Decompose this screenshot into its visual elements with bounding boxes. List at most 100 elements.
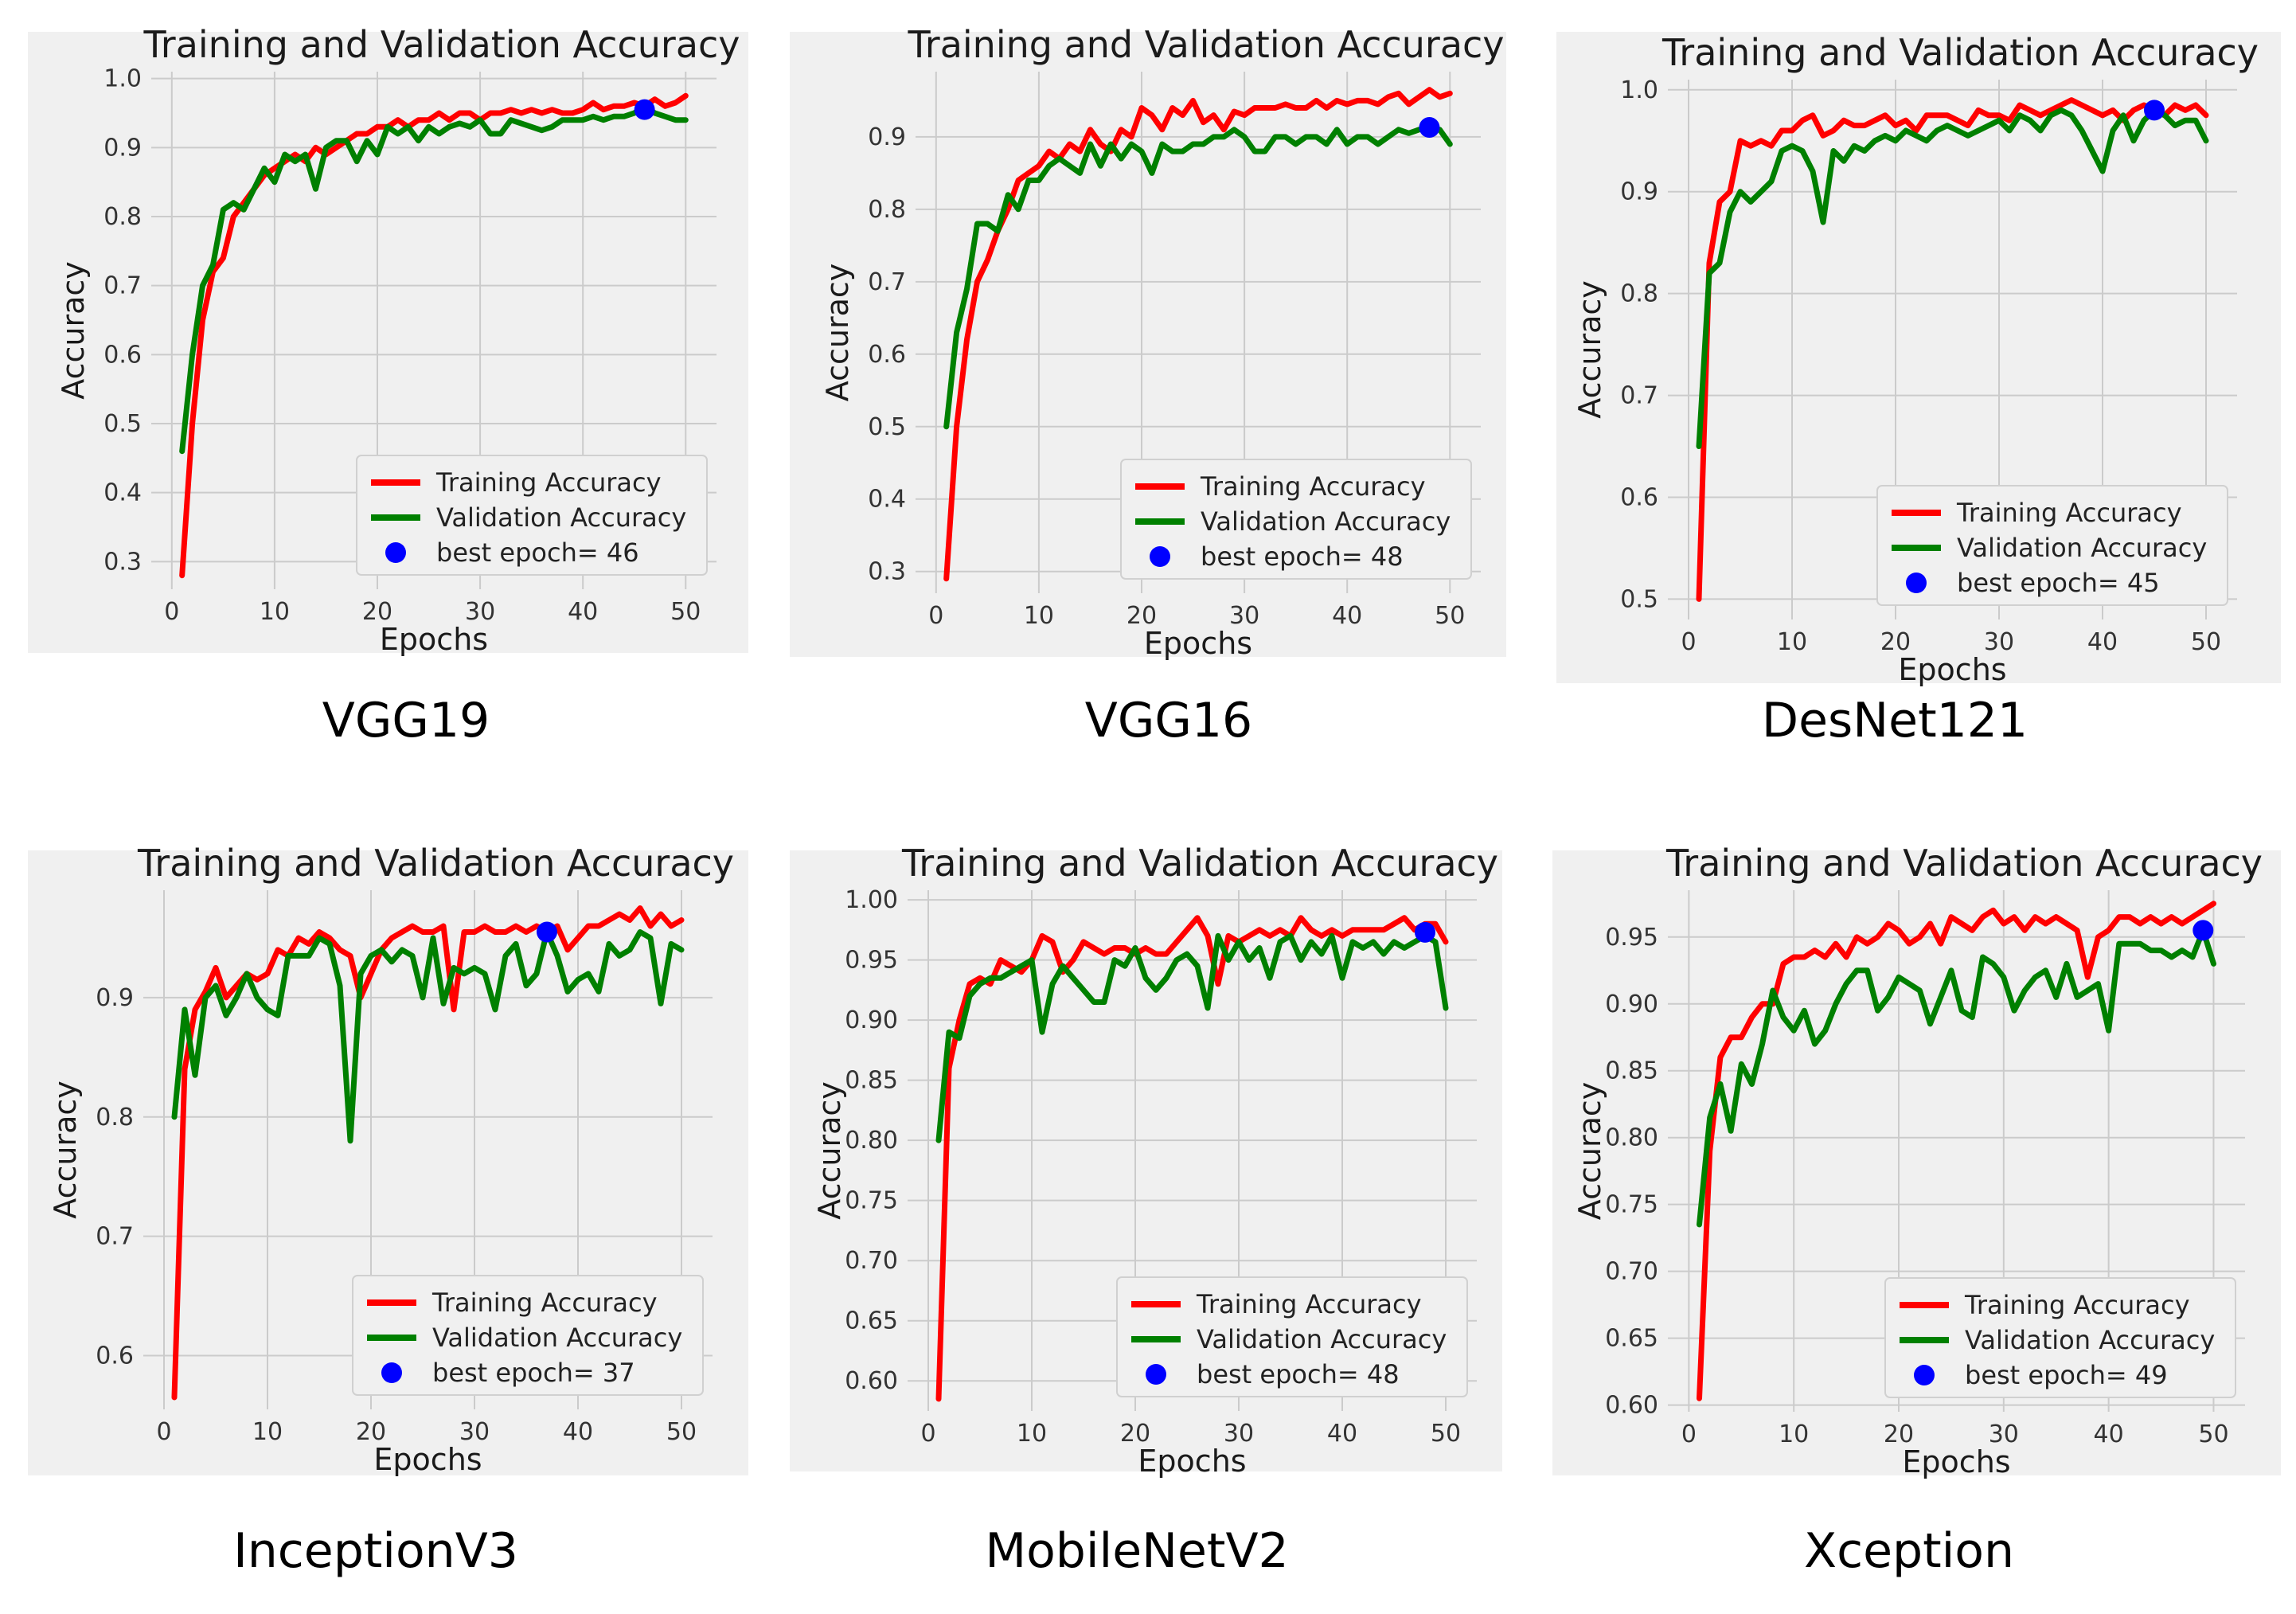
legend-box: [1884, 1277, 2236, 1398]
legend: Training Accuracy Validation Accuracy best…: [1116, 1276, 1468, 1397]
legend-label-validation: Validation Accuracy: [1201, 506, 1451, 537]
y-tick-label: 0.80: [1605, 1124, 1658, 1152]
legend-label-validation: Validation Accuracy: [1965, 1325, 2215, 1355]
y-tick-label: 0.95: [1605, 924, 1658, 952]
y-tick-label: 0.65: [845, 1307, 898, 1335]
y-tick-label: 0.6: [1620, 483, 1658, 511]
legend-swatch-best-epoch: [1914, 1365, 1935, 1385]
y-tick-label: 0.9: [868, 123, 906, 151]
x-tick-label: 0: [920, 1420, 935, 1448]
y-axis-label: Accuracy: [56, 261, 91, 400]
legend-label-validation: Validation Accuracy: [1957, 533, 2207, 563]
y-tick-label: 0.9: [103, 134, 142, 162]
legend: Training Accuracy Validation Accuracy best…: [1884, 1277, 2236, 1398]
legend-box: [1116, 1276, 1468, 1397]
chart-5: 0 10 20 30 40 50 0.60 0.65 0.70 0.75 0.80 0.85 0.90 0…: [1552, 842, 2281, 1479]
legend: Training Accuracy Validation Accuracy best…: [1120, 459, 1472, 580]
y-tick-label: 0.65: [1605, 1325, 1658, 1353]
y-tick-label: 0.7: [868, 268, 906, 296]
best-epoch-marker: [537, 921, 557, 943]
y-tick-label: 0.8: [868, 196, 906, 224]
y-tick-label: 0.90: [845, 1006, 898, 1034]
legend-label-best-epoch: best epoch= 45: [1957, 568, 2160, 598]
y-tick-label: 0.60: [845, 1367, 898, 1395]
y-tick-label: 0.6: [96, 1342, 134, 1370]
y-tick-label: 0.9: [1620, 178, 1658, 206]
legend-label-validation: Validation Accuracy: [436, 502, 686, 533]
x-tick-label: 0: [928, 602, 943, 630]
legend-box: [1876, 485, 2228, 606]
y-tick-label: 0.4: [103, 479, 142, 507]
validation-accuracy-line: [1697, 927, 2216, 1228]
best-epoch-marker: [1415, 921, 1435, 943]
y-tick-label: 0.3: [103, 548, 142, 576]
y-tick-label: 0.80: [845, 1127, 898, 1155]
x-tick-label: 20: [356, 1418, 386, 1446]
legend-box: [352, 1275, 704, 1396]
y-tick-label: 0.7: [103, 272, 142, 300]
x-tick-label: 40: [563, 1418, 593, 1446]
x-tick-label: 40: [2094, 1421, 2124, 1448]
x-tick-label: 30: [1229, 602, 1259, 630]
legend: Training Accuracy Validation Accuracy best…: [356, 455, 708, 576]
legend-label-training: Training Accuracy: [1196, 1289, 1422, 1319]
x-tick-label: 20: [1884, 1421, 1914, 1448]
x-tick-label: 50: [1431, 1420, 1461, 1448]
legend-swatch-best-epoch: [381, 1362, 402, 1383]
legend-label-best-epoch: best epoch= 46: [436, 537, 639, 568]
y-tick-label: 0.60: [1605, 1392, 1658, 1420]
legend-swatch-best-epoch: [1150, 546, 1170, 567]
best-epoch-marker: [2193, 920, 2214, 941]
chart-4: 0 10 20 30 40 50 0.60 0.65 0.70 0.75 0.80 0.85 0.90 0…: [790, 842, 1502, 1479]
chart-title: Training and Validation Accuracy: [137, 842, 734, 885]
validation-accuracy-line: [179, 103, 689, 455]
x-axis-label: Epochs: [380, 622, 488, 657]
x-tick-label: 50: [1435, 602, 1465, 630]
validation-accuracy-line: [1696, 107, 2209, 449]
x-tick-label: 50: [670, 598, 701, 626]
x-tick-label: 20: [1120, 1420, 1150, 1448]
y-tick-label: 0.75: [845, 1187, 898, 1215]
model-caption: VGG16: [1085, 693, 1252, 748]
x-tick-label: 40: [2087, 628, 2118, 656]
legend-swatch-best-epoch: [385, 542, 406, 563]
model-caption: Xception: [1804, 1523, 2014, 1579]
legend-swatch-best-epoch: [1906, 573, 1927, 593]
x-tick-label: 30: [1224, 1420, 1254, 1448]
y-tick-label: 0.8: [103, 203, 142, 231]
legend-label-best-epoch: best epoch= 37: [432, 1358, 635, 1388]
legend-swatch-best-epoch: [1146, 1364, 1166, 1385]
x-axis-label: Epochs: [1898, 652, 2006, 687]
x-axis-label: Epochs: [373, 1442, 482, 1477]
chart-title: Training and Validation Accuracy: [1661, 31, 2259, 74]
y-tick-label: 0.5: [868, 413, 906, 441]
chart-title: Training and Validation Accuracy: [901, 842, 1498, 885]
x-tick-label: 50: [2198, 1421, 2228, 1448]
x-tick-label: 10: [260, 598, 290, 626]
legend-label-training: Training Accuracy: [1956, 498, 2182, 528]
y-tick-label: 0.3: [868, 558, 906, 586]
y-tick-label: 1.0: [1620, 76, 1658, 104]
training-accuracy-line: [943, 87, 1453, 582]
x-tick-label: 30: [1984, 628, 2014, 656]
legend-label-best-epoch: best epoch= 48: [1197, 1359, 1400, 1389]
x-tick-label: 30: [1989, 1421, 2019, 1448]
x-tick-label: 40: [1332, 602, 1362, 630]
x-axis-label: Epochs: [1138, 1444, 1246, 1479]
y-tick-label: 0.6: [103, 341, 142, 369]
validation-accuracy-line: [943, 124, 1453, 430]
y-axis-label: Accuracy: [1572, 280, 1607, 419]
y-tick-label: 1.00: [845, 886, 898, 914]
training-accuracy-line: [171, 905, 685, 1401]
x-tick-label: 10: [1777, 628, 1807, 656]
training-accuracy-line: [935, 915, 1449, 1402]
y-tick-label: 0.5: [103, 410, 142, 438]
model-caption: MobileNetV2: [985, 1523, 1288, 1579]
training-accuracy-line: [1697, 901, 2216, 1401]
y-tick-label: 0.6: [868, 341, 906, 369]
y-tick-label: 0.75: [1605, 1191, 1658, 1219]
chart-1: 0 10 20 30 40 50 0.3 0.4 0.5 0.6 0.7 0.8 0.9 Training…: [790, 23, 1506, 661]
y-axis-label: Accuracy: [820, 264, 855, 402]
y-tick-label: 0.95: [845, 947, 898, 975]
